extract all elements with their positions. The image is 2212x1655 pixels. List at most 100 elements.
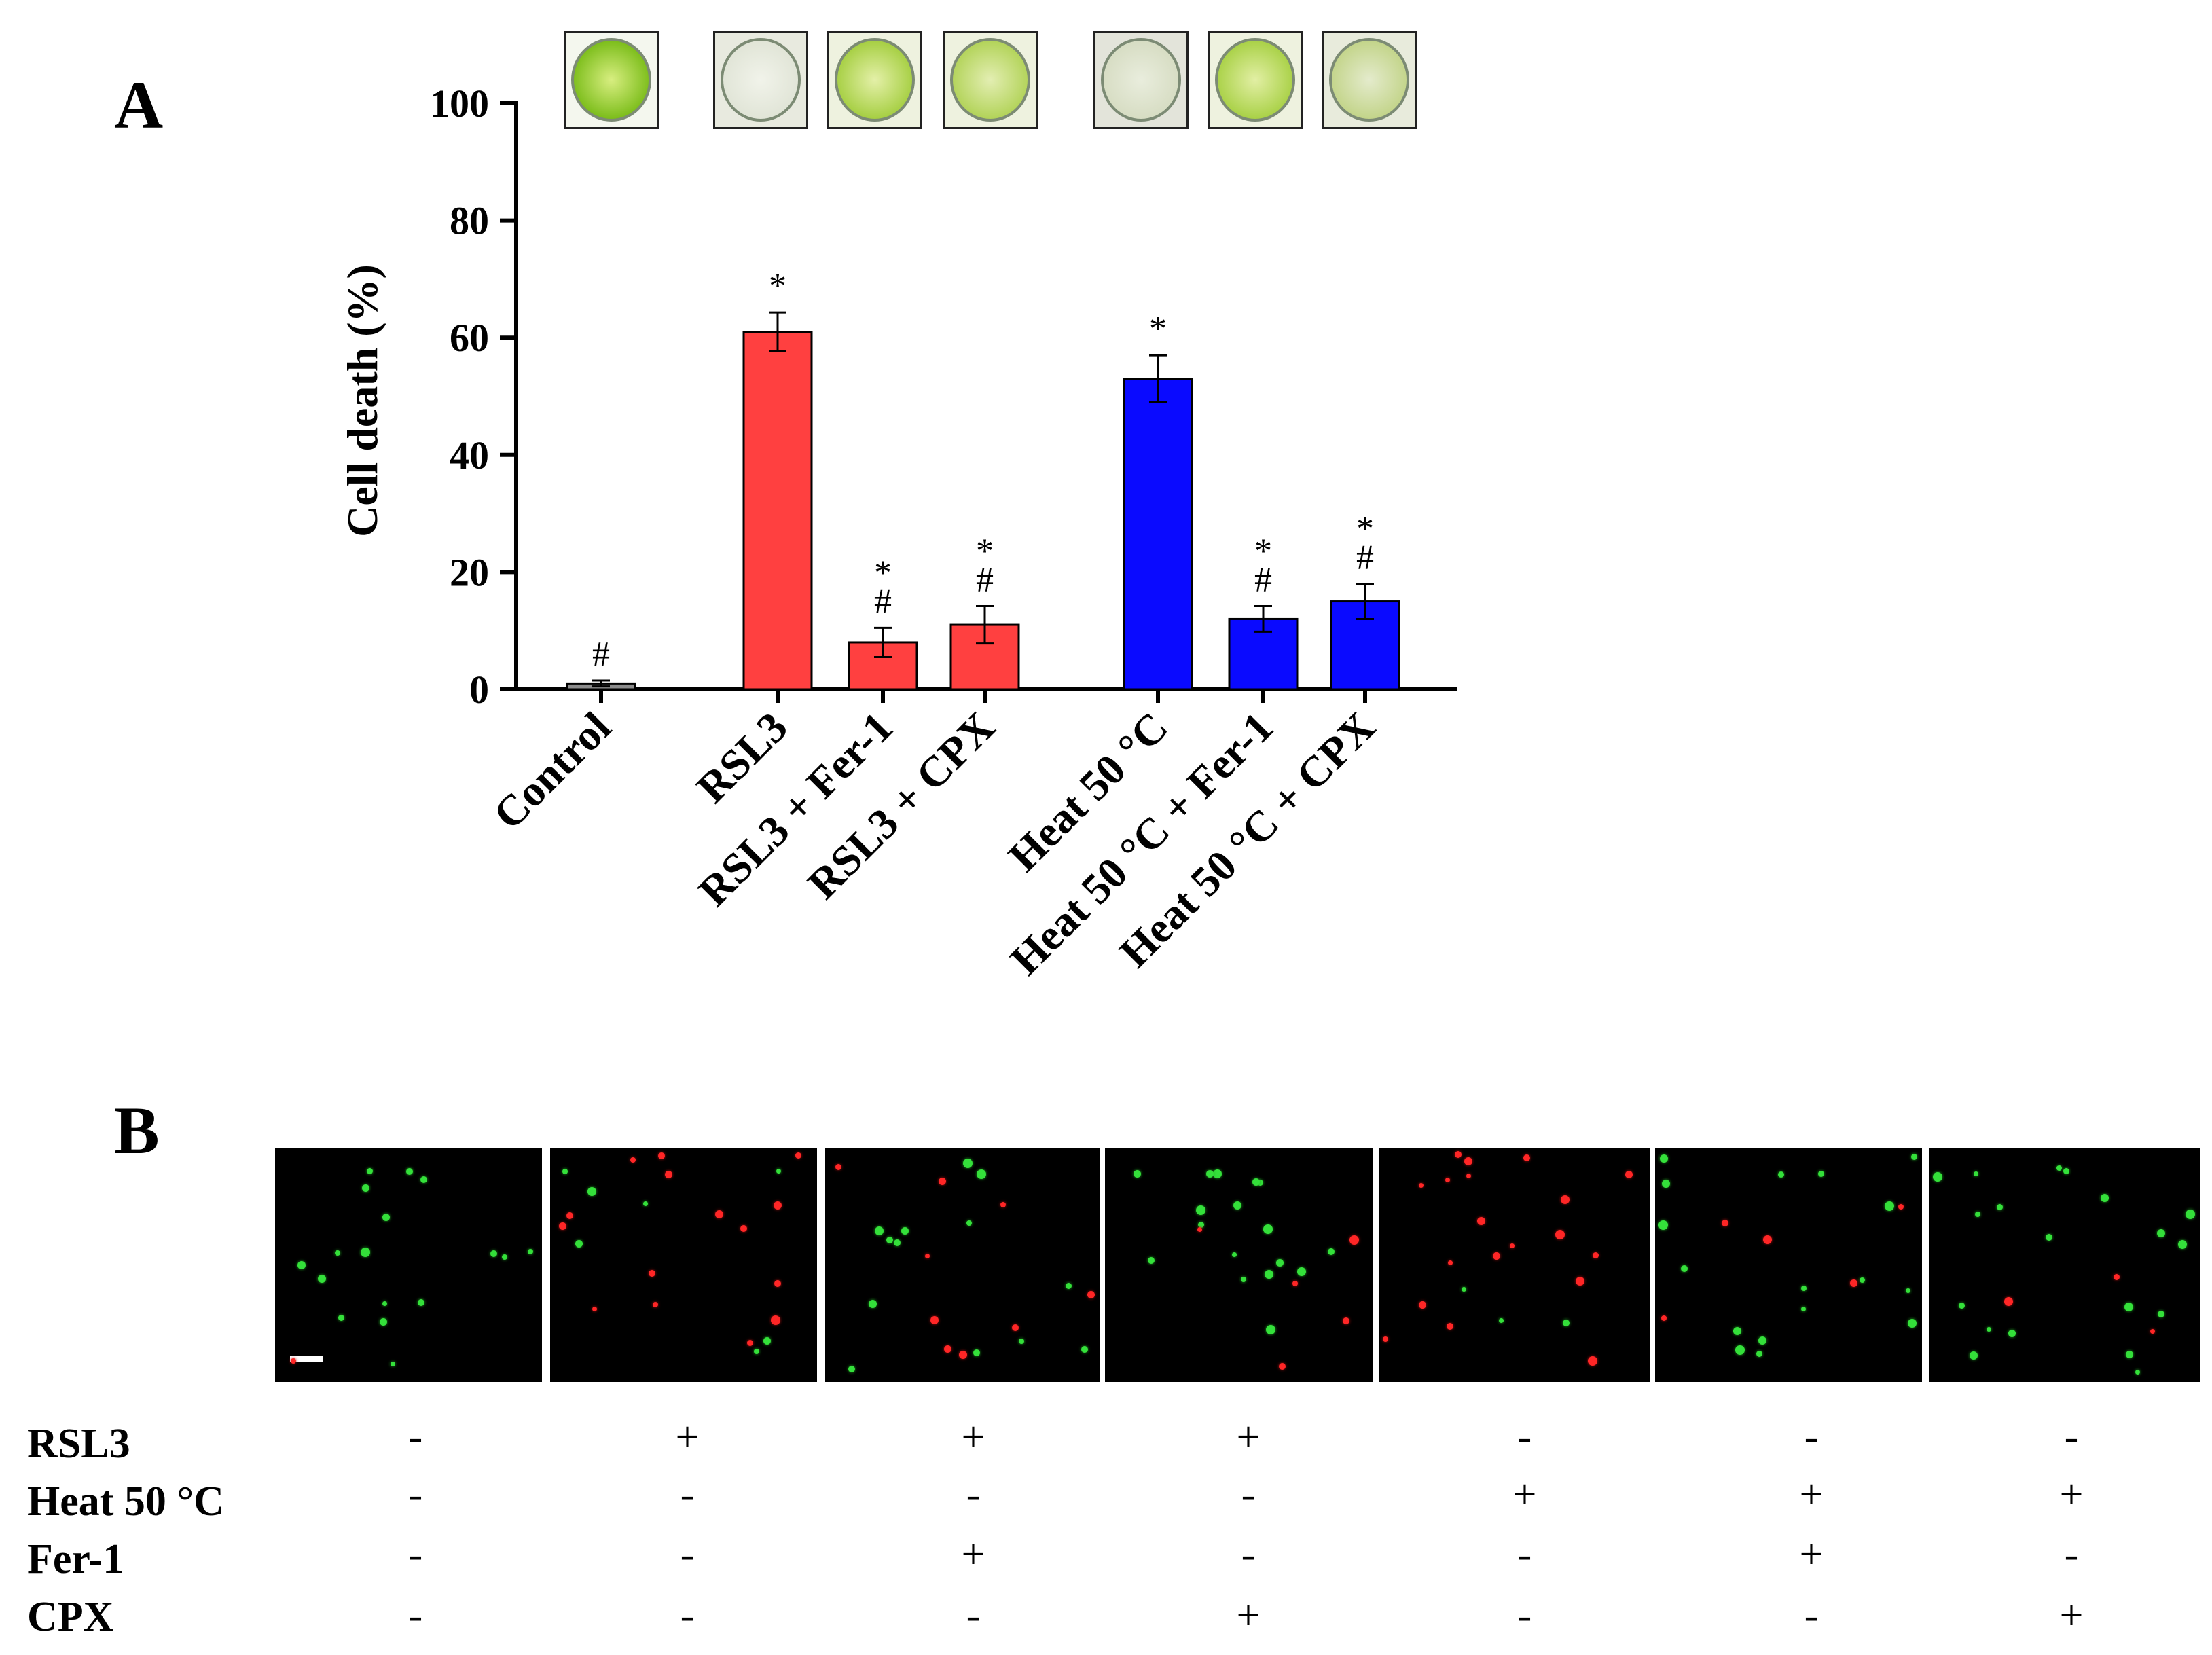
cell-dot [1661,1315,1667,1321]
cell-dot [966,1220,972,1226]
cell-dot [1464,1157,1472,1165]
cell-dot [1266,1325,1275,1334]
significance-mark: # [1356,539,1374,577]
panel-a-letter: A [114,67,164,143]
cell-dot [1232,1252,1237,1257]
cell-dot [649,1270,655,1277]
cell-dot [2150,1329,2155,1334]
cell-dot [747,1340,753,1346]
cell-dot [1455,1151,1462,1158]
cell-dot [1447,1323,1453,1330]
micrograph-rsl3 [550,1148,817,1382]
cell-dot [894,1239,901,1246]
treatment-sign: + [1799,1472,1824,1518]
treatment-sign: + [1512,1472,1537,1518]
cell-dot [963,1159,973,1168]
treatment-sign: - [680,1593,695,1639]
cell-dot [1970,1351,1978,1360]
cell-dot [1801,1307,1806,1311]
y-tick-label: 80 [450,199,489,243]
x-tick-label: Control [484,703,620,839]
treatment-sign: + [1799,1531,1824,1578]
cell-dot [1588,1356,1597,1366]
cell-dot [2135,1370,2140,1375]
cell-dot [1975,1212,1980,1217]
scale-bar [290,1356,323,1362]
treatment-sign: - [2064,1531,2079,1578]
treatment-sign: + [1236,1593,1261,1639]
cell-dot [939,1178,946,1185]
cell-dot [1563,1320,1570,1326]
treatment-sign: + [2059,1472,2084,1518]
significance-mark: * [976,532,994,570]
cell-dot [795,1152,801,1159]
treatment-sign: + [961,1531,985,1578]
cell-dot [1197,1227,1202,1232]
cell-dot [774,1280,781,1287]
cell-dot [502,1254,507,1260]
cell-dot [420,1176,427,1183]
cell-dot [925,1254,930,1258]
cell-dot [1292,1281,1298,1286]
cell-dot [1576,1277,1584,1286]
cell-dot [382,1214,390,1221]
significance-mark: # [592,635,610,674]
cell-dot [2101,1194,2109,1202]
treatment-sign: - [1804,1414,1819,1460]
y-tick-label: 20 [450,550,489,594]
treatment-sign: + [2059,1593,2084,1639]
cell-dot [562,1169,568,1174]
cell-dot [1196,1205,1205,1215]
cell-dot [774,1201,782,1210]
cell-dot [587,1187,596,1196]
cell-dot [1593,1252,1599,1258]
cell-dot [977,1169,986,1179]
cell-dot [1763,1235,1772,1244]
cell-dot [1778,1171,1784,1178]
cell-dot [2158,1311,2164,1317]
cell-dot [2063,1168,2069,1174]
cell-dot [1297,1267,1306,1276]
cell-dot [1493,1252,1500,1260]
micrograph-heat-cpx [1929,1148,2200,1382]
cell-dot [1445,1178,1450,1182]
cell-dot [2056,1165,2062,1171]
cell-dot [528,1249,533,1254]
cell-dot [367,1168,373,1174]
treatment-sign: - [680,1472,695,1518]
treatment-sign: - [1517,1414,1532,1460]
cell-dot [869,1300,877,1308]
cell-dot [2178,1240,2187,1249]
cell-dot [2126,1351,2133,1358]
cell-dot [291,1358,296,1364]
well-photo-heat-fer1 [1208,31,1303,129]
treatment-sign: - [1241,1531,1256,1578]
cell-dot [1735,1345,1745,1355]
cell-dot [1343,1317,1349,1324]
micrograph-heat [1379,1148,1650,1382]
y-tick-label: 0 [469,668,489,712]
cell-dot [406,1168,413,1175]
micrograph-control [275,1148,542,1382]
cell-dot [665,1171,672,1178]
cell-dot [763,1337,771,1345]
cell-dot [1257,1180,1263,1186]
cell-dot [1818,1171,1824,1177]
cell-dot [1523,1154,1530,1161]
cell-dot [1555,1230,1565,1239]
treatment-sign: + [961,1414,985,1460]
cell-dot [959,1351,967,1359]
cell-dot [930,1316,939,1324]
cell-dot [1241,1277,1246,1282]
cell-dot [1012,1324,1019,1331]
cell-dot [338,1315,344,1321]
bar [742,331,813,691]
cell-dot [592,1307,597,1311]
cell-dot [1134,1170,1141,1178]
cell-dot [1279,1363,1286,1370]
bar-chart: Cell death (%) 020406080100#Control*RSL3… [338,81,1457,984]
well-photo-heat-cpx [1322,31,1417,129]
micrograph-rsl3-cpx [1105,1148,1373,1382]
treatment-sign: - [1241,1472,1256,1518]
micrograph-heat-fer1 [1655,1148,1922,1382]
